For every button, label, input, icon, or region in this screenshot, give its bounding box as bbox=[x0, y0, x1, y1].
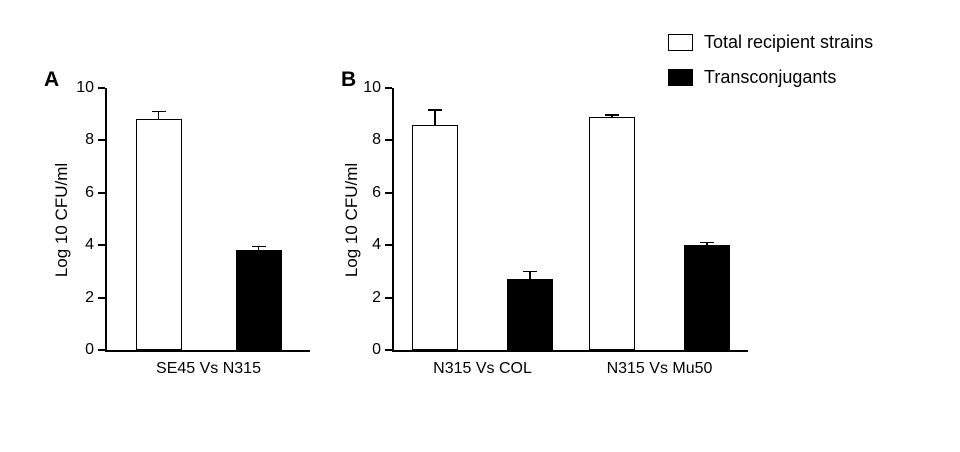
error-bar-cap bbox=[700, 241, 714, 244]
y-axis-tick-label: 8 bbox=[372, 131, 381, 149]
legend-label-total-recipient: Total recipient strains bbox=[704, 32, 874, 52]
category-label: SE45 Vs N315 bbox=[156, 360, 261, 377]
bar-transconjugants bbox=[507, 279, 553, 350]
bar-total-recipient-strains bbox=[412, 124, 458, 350]
error-bar-cap bbox=[428, 109, 442, 112]
category-label: N315 Vs COL bbox=[433, 360, 532, 377]
error-bar bbox=[157, 111, 160, 126]
legend: Total recipient strains Transconjugants bbox=[668, 32, 873, 102]
error-bar bbox=[529, 271, 531, 286]
category-label: N315 Vs Mu50 bbox=[606, 360, 713, 377]
legend-item-total-recipient: Total recipient strains bbox=[668, 32, 873, 53]
y-axis-title-panel-a: Log 10 CFU/ml bbox=[52, 162, 71, 278]
y-axis-tick-label: 2 bbox=[85, 288, 94, 306]
y-axis-tick-label: 8 bbox=[85, 131, 94, 149]
y-axis-tick bbox=[385, 244, 392, 247]
y-axis-tick-label: 0 bbox=[372, 341, 381, 358]
y-axis-tick bbox=[98, 349, 105, 351]
y-axis-title-panel-b: Log 10 CFU/ml bbox=[342, 162, 361, 278]
y-axis-tick bbox=[98, 139, 105, 142]
error-bar-cap bbox=[523, 270, 537, 273]
y-axis-tick bbox=[385, 139, 392, 142]
legend-label-transconjugants: Transconjugants bbox=[704, 67, 837, 87]
y-axis-tick bbox=[385, 349, 392, 351]
y-axis-tick-label: 4 bbox=[372, 236, 381, 254]
panel-b-letter: B bbox=[341, 68, 357, 91]
y-axis-tick-label: 2 bbox=[372, 288, 381, 306]
bar-transconjugants bbox=[684, 245, 730, 350]
legend-swatch-white-icon bbox=[668, 34, 693, 51]
panel-a-letter: A bbox=[44, 68, 60, 91]
y-axis-tick bbox=[98, 296, 105, 299]
y-axis-tick-label: 4 bbox=[85, 236, 94, 254]
bar-total-recipient-strains bbox=[135, 119, 182, 350]
y-axis-tick bbox=[385, 87, 392, 89]
y-axis-tick-label: 10 bbox=[76, 79, 94, 96]
error-bar-cap bbox=[251, 245, 266, 248]
error-bar-cap bbox=[605, 114, 619, 116]
bar-transconjugants bbox=[235, 250, 282, 350]
legend-item-transconjugants: Transconjugants bbox=[668, 67, 873, 88]
y-axis-tick-label: 6 bbox=[372, 183, 381, 201]
y-axis-tick bbox=[385, 296, 392, 299]
y-axis-tick bbox=[98, 244, 105, 247]
y-axis-tick-label: 6 bbox=[85, 183, 94, 201]
error-bar bbox=[434, 110, 436, 131]
y-axis-tick-label: 10 bbox=[363, 79, 381, 96]
y-axis-tick-label: 0 bbox=[85, 341, 94, 358]
y-axis-tick bbox=[385, 191, 392, 194]
legend-swatch-black-icon bbox=[668, 69, 693, 86]
panel-b-plot-area: 0 2 4 6 8 10 N315 Vs COL N315 Vs Mu50 bbox=[363, 79, 748, 377]
panel-a-plot-area: 0 2 4 6 8 10 SE45 Vs N315 bbox=[76, 79, 310, 377]
error-bar-cap bbox=[151, 110, 166, 113]
bar-total-recipient-strains bbox=[589, 116, 635, 350]
y-axis-tick bbox=[98, 191, 105, 194]
y-axis-tick bbox=[98, 87, 105, 89]
